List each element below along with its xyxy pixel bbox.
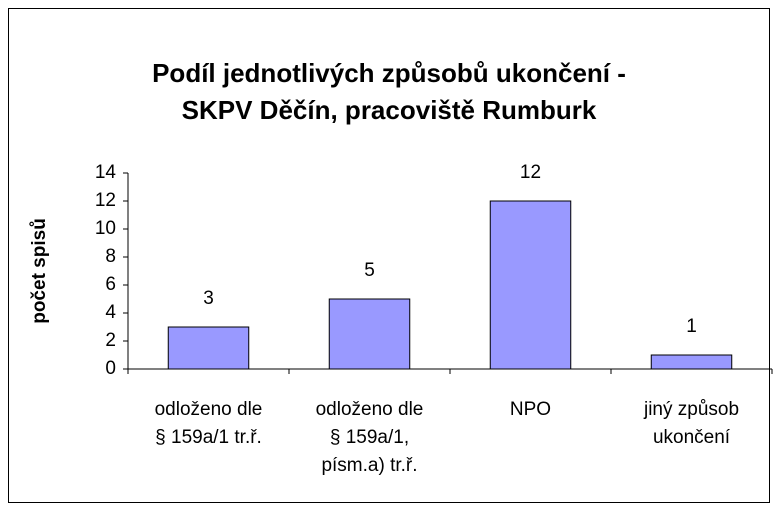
bar bbox=[650, 354, 733, 370]
y-axis-label: počet spisů bbox=[29, 218, 50, 324]
y-tick-label: 4 bbox=[105, 302, 116, 323]
value-label: 5 bbox=[364, 260, 375, 281]
y-tick-label: 10 bbox=[95, 218, 116, 239]
value-label: 3 bbox=[203, 288, 214, 309]
y-tick-label: 6 bbox=[105, 274, 116, 295]
y-tick-label: 12 bbox=[95, 190, 116, 211]
y-tick-label: 2 bbox=[105, 330, 116, 351]
x-tick-label: jiný způsob bbox=[643, 399, 739, 420]
bar bbox=[328, 298, 411, 370]
y-tick-label: 14 bbox=[95, 162, 117, 183]
x-tick-label: NPO bbox=[510, 399, 551, 420]
x-tick-label: § 159a/1, bbox=[330, 427, 409, 448]
chart-title: SKPV Děčín, pracoviště Rumburk bbox=[182, 95, 597, 125]
value-label: 12 bbox=[520, 162, 541, 183]
bar bbox=[489, 200, 572, 370]
x-tick-label: písm.a) tr.ř. bbox=[321, 455, 417, 476]
y-tick-label: 0 bbox=[105, 358, 116, 379]
x-tick-label: § 159a/1 tr.ř. bbox=[155, 427, 262, 448]
chart-border bbox=[8, 8, 770, 503]
y-tick-label: 8 bbox=[105, 246, 116, 267]
bar bbox=[167, 326, 250, 370]
value-label: 1 bbox=[686, 316, 697, 337]
x-tick-label: odloženo dle bbox=[155, 399, 263, 420]
x-tick-label: ukončení bbox=[653, 427, 731, 448]
x-tick-label: odloženo dle bbox=[316, 399, 424, 420]
chart-title: Podíl jednotlivých způsobů ukončení - bbox=[152, 58, 626, 88]
